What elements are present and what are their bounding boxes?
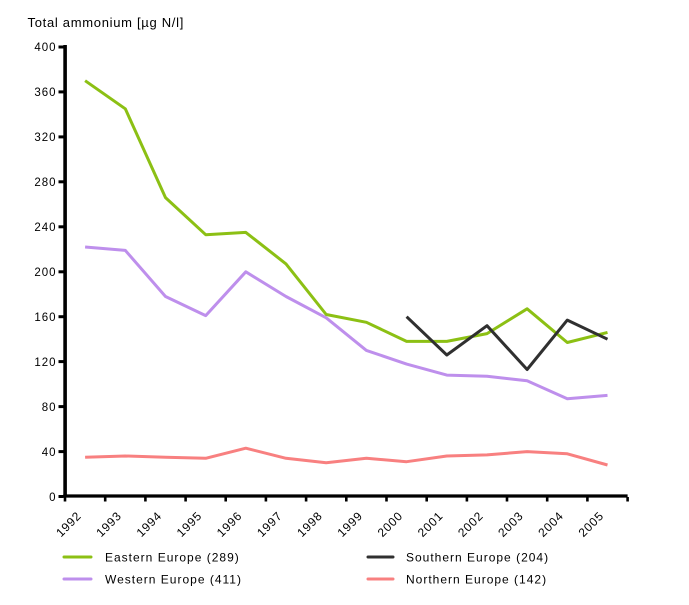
svg-text:160: 160 (34, 312, 56, 324)
svg-text:80: 80 (42, 402, 57, 414)
svg-text:200: 200 (34, 267, 56, 279)
svg-text:320: 320 (34, 132, 56, 144)
svg-text:0: 0 (49, 492, 56, 504)
svg-text:Total ammonium [µg N/l]: Total ammonium [µg N/l] (28, 15, 185, 30)
svg-text:Northern Europe (142): Northern Europe (142) (406, 573, 547, 587)
svg-text:Southern Europe (204): Southern Europe (204) (406, 551, 549, 565)
svg-text:240: 240 (34, 222, 56, 234)
svg-text:400: 400 (34, 42, 56, 54)
svg-text:40: 40 (42, 447, 57, 459)
svg-text:Eastern Europe (289): Eastern Europe (289) (105, 551, 240, 565)
svg-text:Western Europe (411): Western Europe (411) (105, 573, 242, 587)
svg-text:360: 360 (34, 87, 56, 99)
svg-text:280: 280 (34, 177, 56, 189)
svg-text:120: 120 (34, 357, 56, 369)
